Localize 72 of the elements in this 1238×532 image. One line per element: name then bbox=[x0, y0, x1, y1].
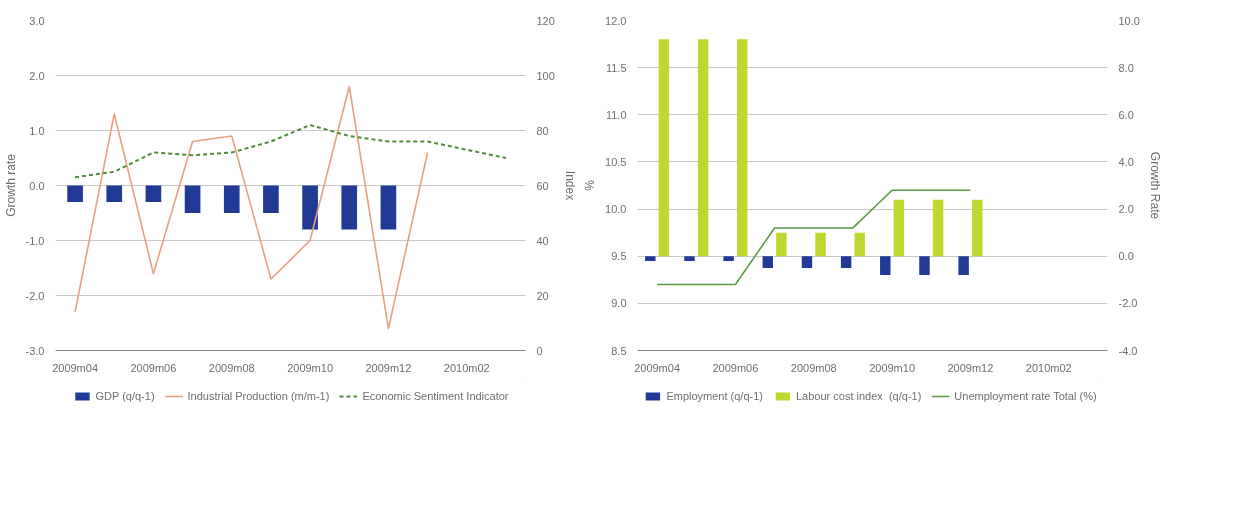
y-tick-label: 0.0 bbox=[29, 179, 45, 192]
x-tick-label: 2010m02 bbox=[1025, 361, 1072, 374]
x-tick-label: 2009m06 bbox=[130, 361, 177, 374]
y2-tick-label: -2.0 bbox=[1118, 297, 1138, 310]
y2-axis-title: Growth Rate bbox=[1147, 151, 1162, 220]
y2-tick-label: 2.0 bbox=[1118, 203, 1134, 216]
bar bbox=[762, 256, 774, 268]
bar bbox=[658, 39, 670, 257]
bar bbox=[776, 232, 787, 257]
bar bbox=[684, 256, 695, 261]
y2-tick-label: 8.0 bbox=[1118, 61, 1134, 74]
y-tick-label: 11.5 bbox=[605, 61, 627, 74]
x-tick-label: 2009m04 bbox=[634, 361, 681, 374]
x-tick-label: 2009m12 bbox=[947, 361, 994, 374]
bar bbox=[801, 256, 813, 268]
x-tick-label: 2009m10 bbox=[287, 361, 334, 374]
y2-tick-label: 0 bbox=[536, 344, 543, 357]
bar bbox=[723, 256, 734, 261]
legend-label: GDP (q/q-1) bbox=[95, 390, 155, 402]
y-tick-label: -2.0 bbox=[25, 289, 45, 302]
y-tick-label: 3.0 bbox=[29, 14, 45, 27]
bar bbox=[854, 232, 865, 257]
y2-tick-label: 60 bbox=[536, 179, 549, 192]
x-tick-label: 2009m06 bbox=[712, 361, 759, 374]
y-tick-label: 10.0 bbox=[605, 203, 627, 216]
y-tick-label: 9.0 bbox=[611, 297, 627, 310]
y2-tick-label: 10.0 bbox=[1118, 14, 1140, 27]
bar bbox=[893, 199, 905, 257]
y2-tick-label: 40 bbox=[536, 234, 549, 247]
y-tick-label: 2.0 bbox=[29, 69, 45, 82]
y-tick-label: 1.0 bbox=[29, 124, 45, 137]
x-tick-label: 2009m08 bbox=[790, 361, 837, 374]
x-tick-label: 2009m10 bbox=[869, 361, 916, 374]
legend-label: Unemployment rate Total (%) bbox=[954, 390, 1097, 402]
legend-label: Economic Sentiment Indicator bbox=[362, 390, 509, 402]
bar bbox=[840, 256, 852, 268]
line-series bbox=[74, 85, 429, 330]
y-tick-label: -3.0 bbox=[25, 344, 45, 357]
y2-tick-label: 20 bbox=[536, 289, 549, 302]
y2-tick-label: 120 bbox=[536, 14, 555, 27]
legend-label: Employment (q/q-1) bbox=[666, 390, 763, 402]
y2-tick-label: 6.0 bbox=[1118, 108, 1134, 121]
bar bbox=[971, 199, 983, 257]
y-tick-label: 11.0 bbox=[605, 108, 627, 121]
y-axis-title: Growth rate bbox=[3, 153, 18, 217]
line-series bbox=[74, 124, 507, 179]
y-tick-label: 10.5 bbox=[605, 155, 627, 168]
y-tick-label: 8.5 bbox=[611, 344, 627, 357]
y-tick-label: 9.5 bbox=[611, 250, 627, 263]
bar bbox=[932, 199, 944, 257]
x-tick-label: 2009m08 bbox=[208, 361, 255, 374]
x-tick-label: 2009m04 bbox=[52, 361, 99, 374]
y2-tick-label: -4.0 bbox=[1118, 344, 1138, 357]
y2-axis-title: Index bbox=[562, 170, 577, 201]
bar bbox=[736, 39, 748, 257]
x-tick-label: 2009m12 bbox=[365, 361, 412, 374]
y2-tick-label: 0.0 bbox=[1118, 250, 1134, 263]
bar bbox=[697, 39, 709, 257]
x-tick-label: 2010m02 bbox=[443, 361, 490, 374]
bar bbox=[815, 232, 826, 257]
y-axis-title: % bbox=[583, 179, 598, 191]
bar bbox=[880, 256, 891, 276]
y-tick-label: 12.0 bbox=[605, 14, 627, 27]
y-tick-label: -1.0 bbox=[25, 234, 45, 247]
legend-label: Industrial Production (m/m-1) bbox=[187, 390, 330, 402]
bar bbox=[958, 256, 969, 276]
bar bbox=[645, 256, 656, 261]
y2-tick-label: 4.0 bbox=[1118, 155, 1134, 168]
y2-tick-label: 100 bbox=[536, 69, 555, 82]
y2-tick-label: 80 bbox=[536, 124, 549, 137]
legend-label: Labour cost index (q/q-1) bbox=[795, 390, 922, 402]
bar bbox=[919, 256, 930, 276]
